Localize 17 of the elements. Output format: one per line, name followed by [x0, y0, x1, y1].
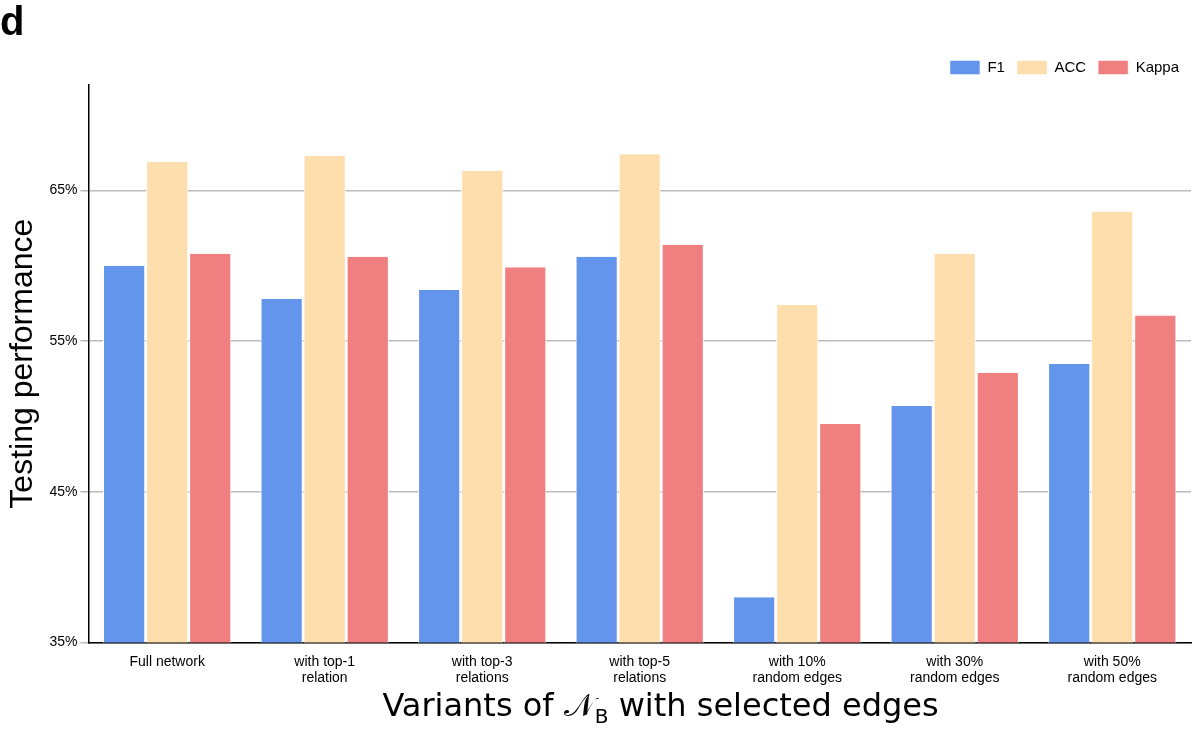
- y-tick-label: 55%: [49, 331, 78, 348]
- x-tick-label: Full network: [129, 652, 206, 669]
- x-tick-label: with top-3 relations: [450, 652, 513, 686]
- legend-label: Kappa: [1135, 57, 1180, 75]
- y-axis-title: Testing performance: [3, 218, 40, 509]
- chart-title: d: [0, 0, 25, 44]
- x-tick-label: with 30% random edges: [909, 652, 1000, 686]
- x-tick-label: with 10% random edges: [752, 652, 842, 686]
- y-tick-label: 45%: [49, 482, 78, 499]
- legend-label: F1: [987, 57, 1005, 75]
- y-tick-label: 35%: [49, 633, 78, 650]
- y-tick-label: 65%: [49, 181, 78, 198]
- x-tick-label: with top-5 relations: [608, 652, 671, 686]
- x-axis-title: Variants of 𝒩$_{B}$ with selected edges: [381, 686, 940, 729]
- x-tick-label: with top-1 relation: [293, 652, 356, 686]
- legend-label: ACC: [1054, 57, 1087, 75]
- x-tick-label: with 50% random edges: [1067, 652, 1157, 686]
